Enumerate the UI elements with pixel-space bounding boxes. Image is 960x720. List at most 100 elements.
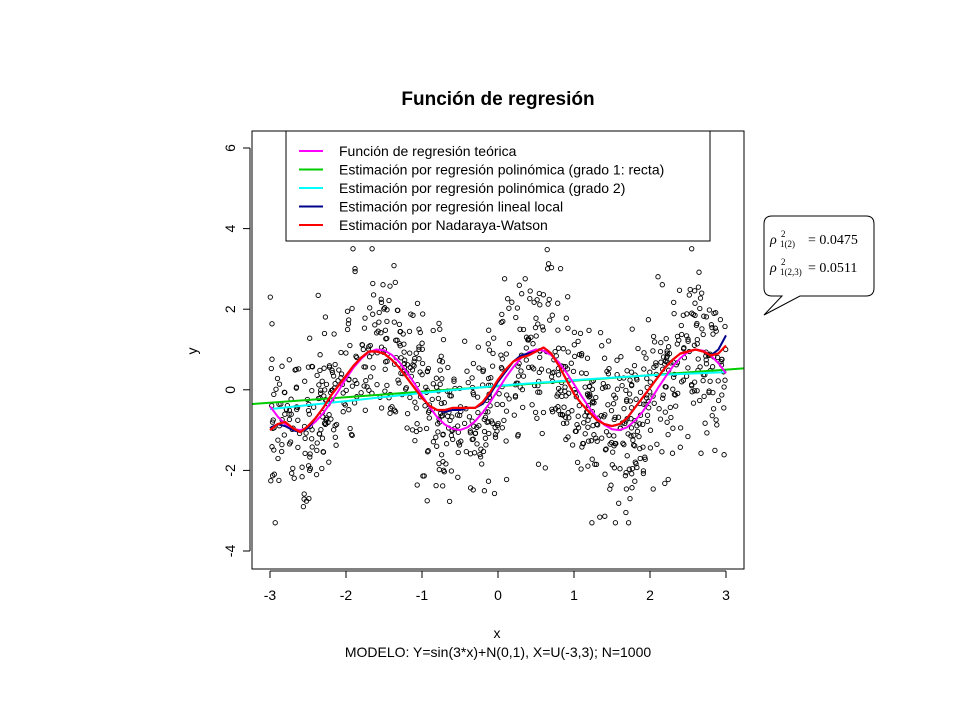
data-point	[599, 435, 605, 441]
data-point	[440, 458, 446, 465]
data-point	[548, 264, 555, 271]
data-point	[323, 381, 330, 388]
data-point	[414, 421, 420, 427]
data-point	[392, 409, 399, 415]
data-point	[553, 353, 559, 359]
data-point	[540, 409, 547, 416]
data-point	[593, 394, 599, 401]
data-point	[321, 420, 328, 426]
data-point	[555, 391, 561, 397]
data-point	[503, 476, 510, 483]
data-point	[625, 431, 631, 437]
data-point	[384, 382, 390, 389]
data-point	[576, 402, 582, 409]
data-point	[585, 463, 591, 469]
data-point	[483, 442, 489, 448]
data-point	[721, 384, 727, 390]
data-point	[269, 356, 275, 362]
data-point	[650, 348, 656, 354]
data-point	[319, 378, 325, 384]
chart-subtitle: MODELO: Y=sin(3*x)+N(0,1), X=U(-3,3); N=…	[345, 644, 652, 660]
data-point	[515, 363, 521, 369]
data-point	[436, 466, 442, 473]
data-point	[555, 407, 562, 414]
x-tick-label: 0	[494, 587, 502, 603]
data-point	[376, 309, 382, 316]
data-point	[380, 282, 386, 288]
data-point	[402, 357, 408, 363]
data-point	[564, 420, 570, 426]
data-point	[593, 461, 600, 468]
data-point	[429, 396, 435, 403]
data-point	[627, 495, 633, 502]
data-point	[715, 397, 722, 404]
data-point	[585, 417, 591, 423]
data-point	[721, 405, 727, 411]
data-point	[425, 448, 431, 454]
data-point	[289, 470, 295, 476]
data-point	[404, 410, 411, 417]
data-point	[318, 426, 324, 433]
data-point	[447, 393, 453, 399]
data-point	[458, 438, 464, 444]
data-point	[624, 397, 630, 403]
data-point	[710, 406, 717, 412]
data-point	[583, 370, 589, 377]
data-point	[721, 452, 727, 458]
data-point	[594, 438, 600, 444]
data-point	[314, 372, 320, 379]
x-tick-label: 1	[570, 587, 578, 603]
data-point	[478, 446, 484, 452]
data-point	[270, 417, 276, 423]
data-point	[512, 393, 519, 399]
data-point	[579, 444, 585, 450]
data-point	[408, 311, 414, 317]
data-point	[560, 420, 567, 427]
data-point	[654, 441, 660, 447]
data-point	[387, 283, 393, 289]
data-point	[411, 358, 417, 364]
data-point	[551, 369, 557, 375]
data-point	[282, 389, 288, 396]
y-tick-label: 2	[222, 305, 238, 313]
data-point	[689, 389, 695, 395]
data-point	[713, 417, 719, 423]
data-point	[404, 362, 411, 368]
data-point	[496, 391, 502, 397]
data-point	[352, 266, 358, 272]
regression-curves	[252, 334, 744, 434]
data-point	[598, 413, 604, 419]
data-point	[316, 382, 322, 388]
data-point	[300, 503, 307, 510]
data-point	[697, 295, 704, 301]
data-point	[332, 434, 338, 440]
data-point	[482, 435, 489, 441]
data-point	[486, 347, 493, 353]
data-point	[480, 367, 487, 373]
data-point	[515, 431, 521, 438]
data-point	[345, 321, 352, 327]
data-point	[645, 317, 652, 323]
data-point	[665, 476, 671, 483]
data-point	[443, 441, 450, 447]
data-point	[647, 445, 654, 451]
data-point	[440, 483, 446, 489]
data-point	[612, 414, 618, 420]
data-point	[663, 335, 669, 342]
data-point	[659, 449, 665, 455]
data-point	[378, 296, 384, 302]
data-point	[309, 364, 316, 370]
data-point	[467, 428, 473, 434]
data-point	[303, 430, 309, 436]
data-point	[657, 416, 664, 422]
data-point	[565, 294, 571, 300]
data-point	[533, 315, 539, 321]
data-point	[520, 373, 527, 379]
data-point	[618, 354, 624, 360]
data-point	[634, 428, 641, 435]
data-point	[703, 357, 709, 363]
data-point	[532, 409, 539, 416]
data-point	[529, 364, 535, 370]
data-point	[685, 433, 691, 440]
